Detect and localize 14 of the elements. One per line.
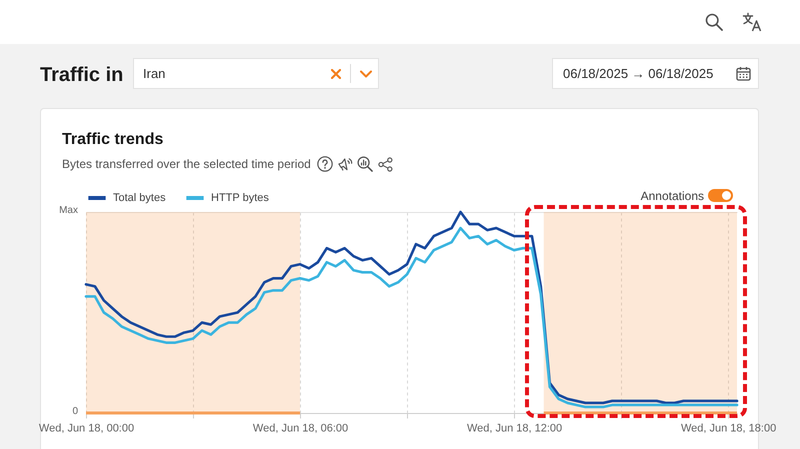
legend-label: HTTP bytes — [211, 192, 270, 204]
text: Iran — [143, 65, 166, 83]
x-tick-label: Wed, Jun 18, 18:00 — [680, 422, 776, 434]
text: Max — [59, 205, 78, 217]
x-tick-label: Wed, Jun 18, 06:00 — [252, 422, 348, 434]
text: 06/18/2025 → 06/18/2025 — [563, 65, 714, 83]
text: Traffic in — [40, 63, 124, 88]
x-tick-label: Wed, Jun 18, 00:00 — [38, 422, 134, 434]
chart-subtitle: Bytes transferred over the selected time period — [62, 157, 311, 171]
legend-label: Total bytes — [113, 192, 166, 204]
x-tick-label: Wed, Jun 18, 12:00 — [466, 422, 562, 434]
chart-title: Traffic trends — [62, 131, 164, 149]
text: Annotations — [640, 189, 704, 203]
text: 0 — [72, 406, 78, 418]
